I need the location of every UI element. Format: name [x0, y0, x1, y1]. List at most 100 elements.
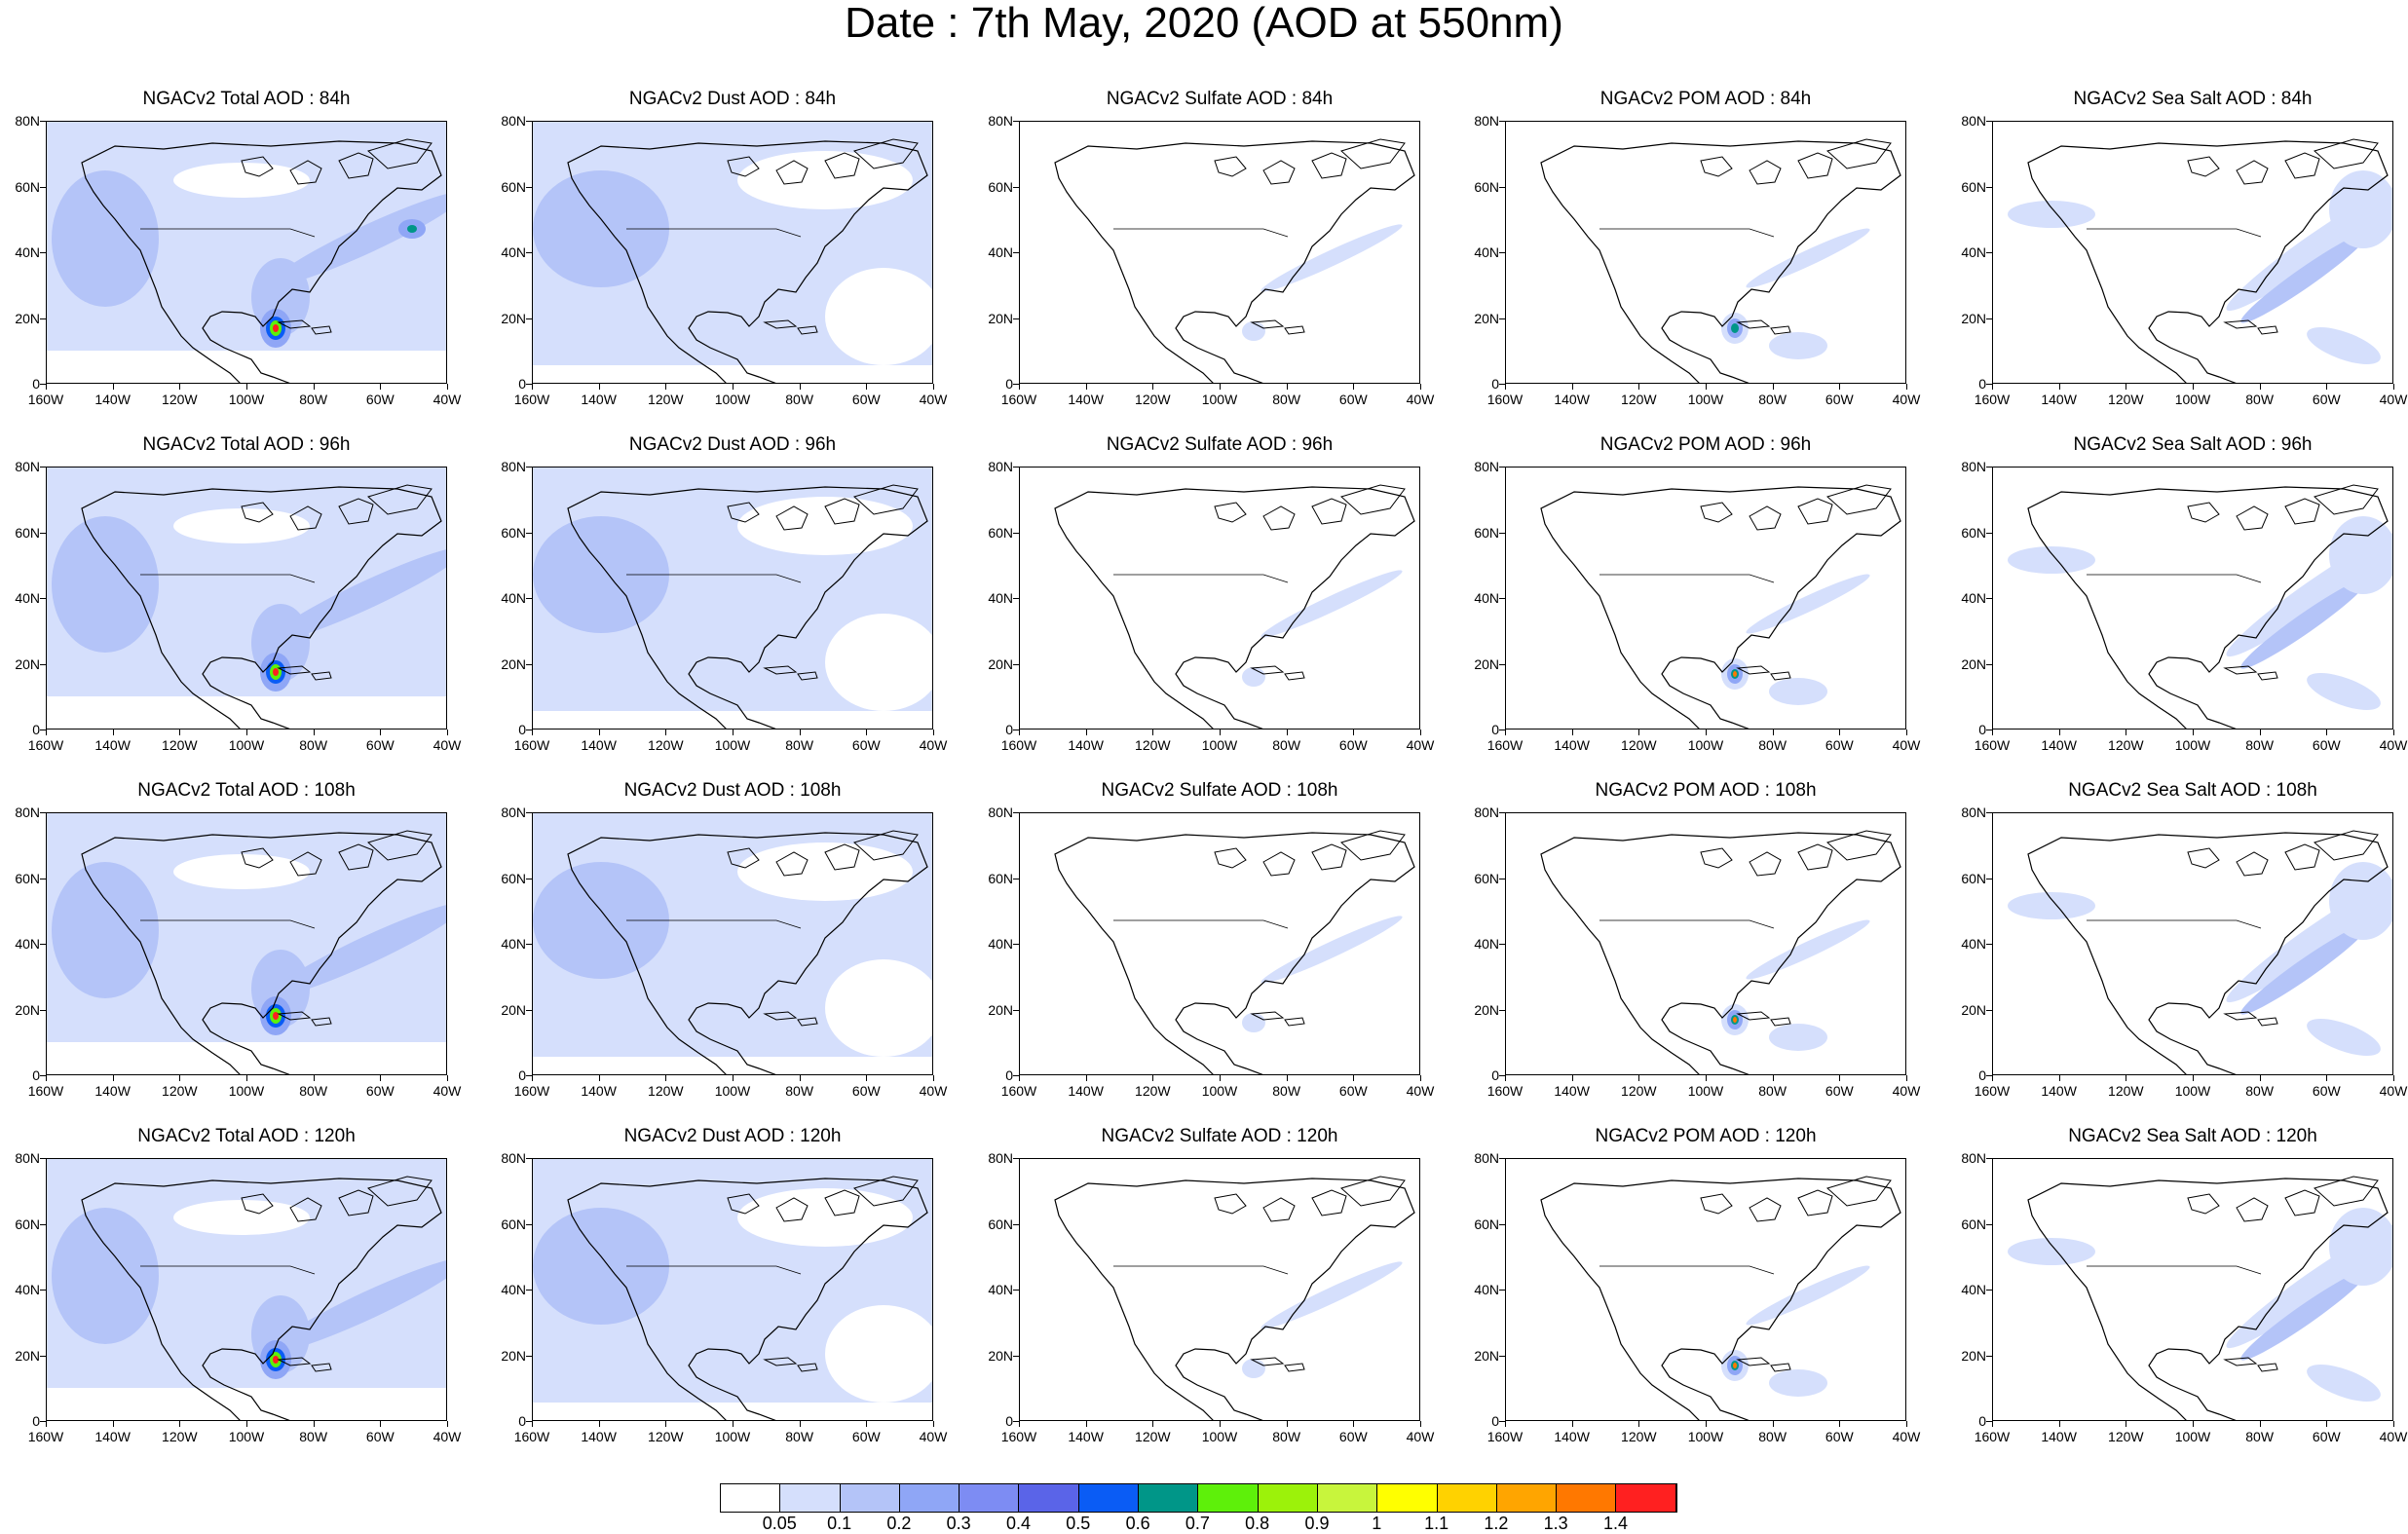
coastline: [2027, 486, 2389, 729]
country-border: [1113, 228, 1289, 238]
lat-label: 0: [1005, 376, 1013, 392]
colorbar-cell: [1377, 1484, 1438, 1512]
lat-label: 0: [518, 1067, 526, 1083]
lon-label: 40W: [433, 1429, 462, 1444]
lon-label: 120W: [1621, 1429, 1657, 1444]
map-area: [532, 467, 933, 730]
lon-label: 140W: [1554, 1083, 1590, 1099]
panel-title: NGACv2 POM AOD : 96h: [1599, 434, 1812, 455]
lon-label: 60W: [1338, 737, 1368, 753]
island-outline: [824, 152, 860, 179]
lat-label: 0: [1491, 1067, 1499, 1083]
lat-label: 20N: [1961, 310, 1986, 326]
lat-tick: [40, 252, 46, 253]
map-area: [46, 1158, 447, 1421]
country-border: [1599, 919, 1775, 929]
island-outline: [1749, 160, 1782, 185]
lat-label: 20N: [1474, 1347, 1499, 1364]
lat-tick: [1013, 318, 1019, 319]
lat-label: 20N: [1474, 655, 1499, 672]
lon-label: 120W: [2108, 392, 2144, 407]
lon-tick: [2326, 1075, 2328, 1081]
lat-tick: [1986, 186, 1992, 188]
lat-tick: [526, 121, 532, 122]
island-outline: [1736, 1357, 1771, 1366]
lon-label: 80W: [785, 1083, 814, 1099]
lon-tick: [313, 1421, 315, 1427]
lon-tick: [380, 730, 382, 735]
lon-label: 80W: [1272, 392, 1301, 407]
aod-shading: [1242, 667, 1265, 687]
colorbar-cell: [1078, 1484, 1140, 1512]
lat-tick: [40, 467, 46, 468]
country-border: [2087, 574, 2262, 583]
lon-tick: [1019, 730, 1020, 735]
lat-label: 40N: [501, 1282, 526, 1297]
lon-label: 80W: [2245, 1429, 2275, 1444]
lat-label: 40N: [1474, 936, 1499, 952]
lon-tick: [2326, 1421, 2328, 1427]
country-border: [140, 1265, 316, 1275]
aod-shading: [47, 351, 446, 383]
island-outline: [1826, 484, 1892, 515]
lat-label: 80N: [15, 113, 40, 129]
lat-label: 60N: [988, 1216, 1013, 1232]
lon-label: 120W: [1135, 737, 1171, 753]
aod-shading: [273, 1356, 279, 1364]
lat-label: 20N: [501, 1347, 526, 1364]
island-outline: [1340, 830, 1406, 861]
lon-label: 40W: [433, 737, 462, 753]
island-outline: [2236, 851, 2269, 877]
island-outline: [1250, 319, 1285, 329]
country-border: [1599, 574, 1775, 583]
lon-label: 140W: [581, 737, 617, 753]
lon-tick: [1706, 1421, 1707, 1427]
lat-label: 40N: [15, 1282, 40, 1297]
lat-tick: [1013, 1158, 1019, 1159]
lat-tick: [1013, 1355, 1019, 1357]
lat-tick: [526, 944, 532, 945]
colorbar-label: 0.1: [827, 1514, 852, 1533]
map-area: [46, 121, 447, 384]
lon-label: 80W: [299, 1429, 328, 1444]
country-border: [2087, 1265, 2262, 1275]
lon-label: 80W: [1272, 737, 1301, 753]
lat-tick: [1013, 1075, 1019, 1076]
colorbar-label: 0.2: [886, 1514, 912, 1533]
lon-tick: [1286, 384, 1288, 390]
lon-tick: [1906, 384, 1907, 390]
lat-label: 40N: [501, 244, 526, 260]
aod-shading: [1769, 678, 1827, 705]
lon-label: 40W: [2379, 1083, 2408, 1099]
lat-label: 20N: [1961, 1001, 1986, 1018]
island-outline: [311, 1363, 332, 1372]
island-outline: [338, 498, 374, 525]
island-outline: [289, 1197, 322, 1222]
lon-label: 120W: [1621, 392, 1657, 407]
lon-label: 160W: [1974, 1083, 2011, 1099]
lon-label: 80W: [785, 1429, 814, 1444]
map-area: [1992, 1158, 2393, 1421]
lon-label: 60W: [2312, 1083, 2341, 1099]
island-outline: [1736, 319, 1771, 329]
lat-label: 0: [1978, 1413, 1986, 1429]
lat-label: 60N: [1961, 1216, 1986, 1232]
lat-label: 40N: [1961, 590, 1986, 606]
island-outline: [2257, 671, 2278, 681]
lon-tick: [1505, 1075, 1506, 1081]
colorbar-cell: [1496, 1484, 1558, 1512]
lon-tick: [179, 1075, 181, 1081]
aod-shading: [2329, 1208, 2392, 1286]
island-outline: [1250, 1357, 1285, 1366]
island-outline: [1214, 502, 1247, 523]
aod-shading: [533, 862, 669, 979]
coastline: [567, 140, 928, 383]
island-outline: [277, 319, 312, 329]
lon-tick: [866, 730, 868, 735]
lon-tick: [1906, 1075, 1907, 1081]
lon-label: 100W: [2174, 737, 2211, 753]
lon-tick: [2259, 384, 2261, 390]
lon-tick: [2058, 1075, 2060, 1081]
country-border: [2087, 228, 2262, 238]
lat-label: 20N: [1961, 655, 1986, 672]
